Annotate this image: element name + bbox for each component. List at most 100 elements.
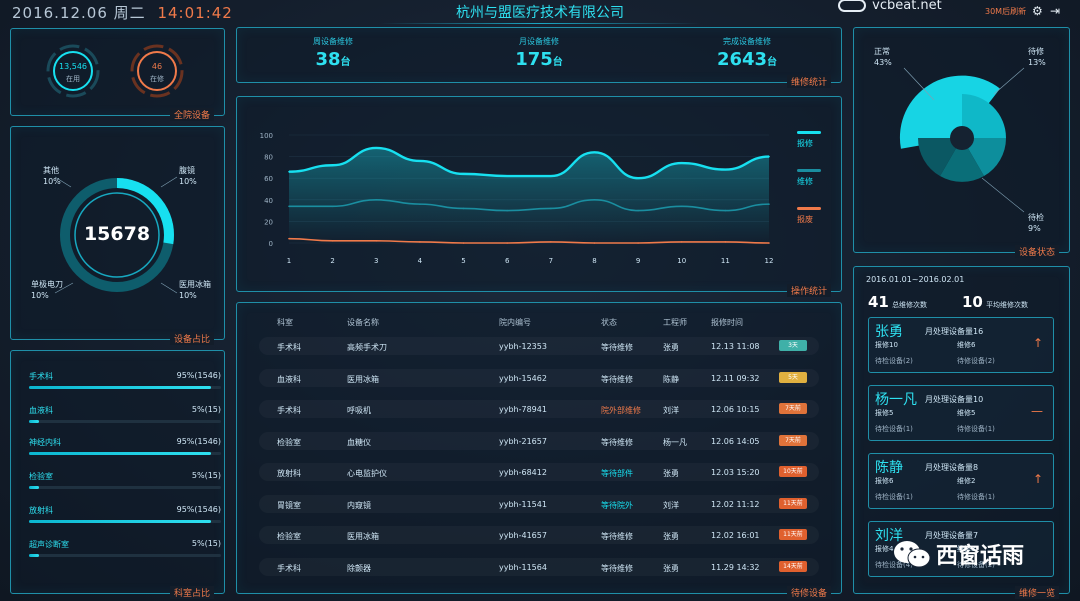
data-point [331, 240, 334, 242]
engineer-monthly: 月处理设备量7 [925, 531, 979, 540]
cell-status: 等待维修 [601, 563, 633, 573]
brand-logo: vcbeat.net [838, 0, 942, 13]
data-point [550, 175, 552, 177]
legend-repair[interactable]: 维修 [797, 169, 821, 187]
days-badge: 14天前 [779, 560, 807, 572]
data-point [724, 168, 727, 171]
logo-text: vcbeat.net [872, 0, 942, 13]
dept-row-blood: 血液科 5%(15) [29, 405, 221, 423]
cell-dept: 手术科 [277, 343, 301, 352]
table-row[interactable]: 手术科 除颤器 yybh-11564 等待维修 张勇 11.29 14:32 14天前 [259, 558, 819, 576]
legend-swatch-report [797, 131, 821, 134]
engineer-monthly: 月处理设备量16 [925, 327, 984, 336]
dept-row-surgery: 手术科 95%(1546) [29, 371, 221, 389]
legend-report[interactable]: 报修 [797, 131, 821, 149]
status-label-normal: 正常 43% [874, 47, 892, 67]
series-report-line [288, 146, 770, 180]
data-point [419, 160, 421, 162]
data-point [419, 241, 421, 243]
wechat-icon [894, 541, 931, 568]
refresh-countdown: 30M后刷新 [985, 7, 1027, 16]
data-point [768, 242, 770, 244]
data-point [288, 237, 290, 240]
cell-dept: 血液科 [277, 374, 301, 384]
cell-code: yybh-78941 [499, 405, 547, 414]
cell-status: 等待维修 [601, 374, 633, 384]
share-label-fridge: 医用冰箱 10% [179, 280, 211, 300]
days-badge: 10天前 [779, 466, 807, 477]
data-point [462, 207, 465, 210]
device-status-rose-chart [899, 67, 1025, 213]
table-row[interactable]: 手术科 呼吸机 yybh-78941 院外部维修 刘洋 12.06 10:15 7天前 [259, 400, 819, 418]
data-point [419, 203, 421, 205]
data-point [637, 177, 639, 179]
status-label-pending-repair: 待修 13% [1028, 47, 1046, 67]
cell-eng: 张勇 [663, 532, 679, 541]
engineer-monthly: 月处理设备量8 [925, 463, 979, 472]
cell-code: yybh-11564 [499, 562, 547, 572]
x-tick-label: 7 [549, 257, 553, 265]
data-point [768, 203, 770, 205]
table-row[interactable]: 胃镜室 内窥镜 yybh-11541 等待院外 刘洋 12.02 11:12 11天前 [259, 495, 819, 513]
series-repair-line [288, 198, 770, 212]
data-point [768, 155, 770, 158]
cell-eng: 陈静 [663, 374, 679, 384]
logo-icon [838, 0, 866, 12]
panel-title-repair-overview: 维修一览 [1014, 586, 1059, 599]
panel-title-operation-chart: 操作统计 [786, 284, 831, 297]
legend-scrap[interactable]: 报废 [797, 207, 821, 225]
days-badge: 7天前 [779, 434, 807, 446]
data-point [506, 175, 508, 177]
device-share-total: 15678 [83, 223, 151, 245]
x-tick-label: 4 [418, 257, 423, 265]
engineer-pending-check: 待检设备(1) [875, 493, 913, 501]
data-point [593, 151, 596, 154]
stat-monthly: 月设备维修 175台 [515, 37, 563, 70]
date-range: 2016.01.01~2016.02.01 [866, 275, 965, 284]
engineer-pending-check: 待检设备(2) [875, 357, 913, 365]
engineer-card[interactable]: 杨一凡 月处理设备量10 报修5 维修5 待检设备(1) 待修设备(1) — [868, 385, 1054, 441]
engineer-reports: 报修10 [875, 341, 898, 349]
dept-bar-fill [29, 452, 212, 455]
header-weekday: 周二 [113, 4, 146, 22]
series-scrap-line [288, 237, 770, 244]
engineer-name: 张勇 [875, 324, 903, 340]
cell-code: yybh-11541 [499, 499, 547, 509]
panel-device-status: 正常 43% 待修 13% 待检 9% 设备状态 [853, 27, 1070, 258]
x-tick-label: 10 [677, 257, 686, 265]
data-point [462, 173, 465, 175]
engineer-repairs: 维修5 [957, 409, 976, 417]
days-badge: 11天前 [779, 497, 807, 509]
data-point [375, 147, 378, 149]
table-row[interactable]: 检验室 血糖仪 yybh-21657 等待维修 杨一凡 12.06 14:05 7天前 [259, 432, 819, 450]
engineer-repairs: 维修3 [957, 545, 976, 553]
cell-status: 等待维修 [601, 437, 633, 447]
gear-icon[interactable]: ⚙ [1032, 4, 1043, 18]
panel-pending-devices: 科室 设备名称 院内编号 状态 工程师 报修时间 手术科 高频手术刀 yybh-12… [236, 302, 842, 599]
table-header: 科室 设备名称 院内编号 状态 工程师 报修时间 [277, 318, 743, 327]
data-point [550, 207, 552, 210]
status-label-pending-check: 待检 9% [1028, 213, 1044, 233]
share-label-other: 其他 10% [43, 166, 61, 186]
table-row[interactable]: 手术科 高频手术刀 yybh-12353 等待维修 张勇 12.13 11:08 3天 [259, 337, 819, 355]
data-point [506, 242, 508, 244]
title-underline [380, 23, 700, 24]
table-row[interactable]: 放射科 心电监护仪 yybh-68412 等待部件 张勇 12.03 15:20 10天前 [259, 463, 819, 481]
cell-name: 医用冰箱 [347, 532, 379, 541]
cell-code: yybh-41657 [499, 531, 547, 540]
table-row[interactable]: 血液科 医用冰箱 yybh-15462 等待维修 陈静 12.11 09:32 5天 [259, 369, 819, 387]
engineer-card[interactable]: 张勇 月处理设备量16 报修10 维修6 待检设备(2) 待修设备(2) ↑ [868, 317, 1054, 373]
data-point [506, 209, 508, 212]
dept-bar-fill [29, 386, 212, 389]
logout-icon[interactable]: ⇥ [1050, 4, 1061, 18]
engineer-reports: 报修6 [875, 477, 894, 485]
cell-time: 12.06 10:15 [711, 405, 760, 414]
cell-status: 等待维修 [601, 532, 633, 541]
data-point [593, 242, 596, 244]
engineer-pending-repair: 待修设备(1) [957, 425, 995, 433]
table-row[interactable]: 检验室 医用冰箱 yybh-41657 等待维修 张勇 12.02 16:01 11天前 [259, 526, 819, 544]
cell-eng: 杨一凡 [663, 437, 687, 447]
engineer-card[interactable]: 陈静 月处理设备量8 报修6 维修2 待检设备(1) 待修设备(1) ↑ [868, 453, 1054, 509]
days-badge: 7天前 [779, 403, 807, 414]
trend-arrow-icon: ↑ [1032, 472, 1043, 486]
